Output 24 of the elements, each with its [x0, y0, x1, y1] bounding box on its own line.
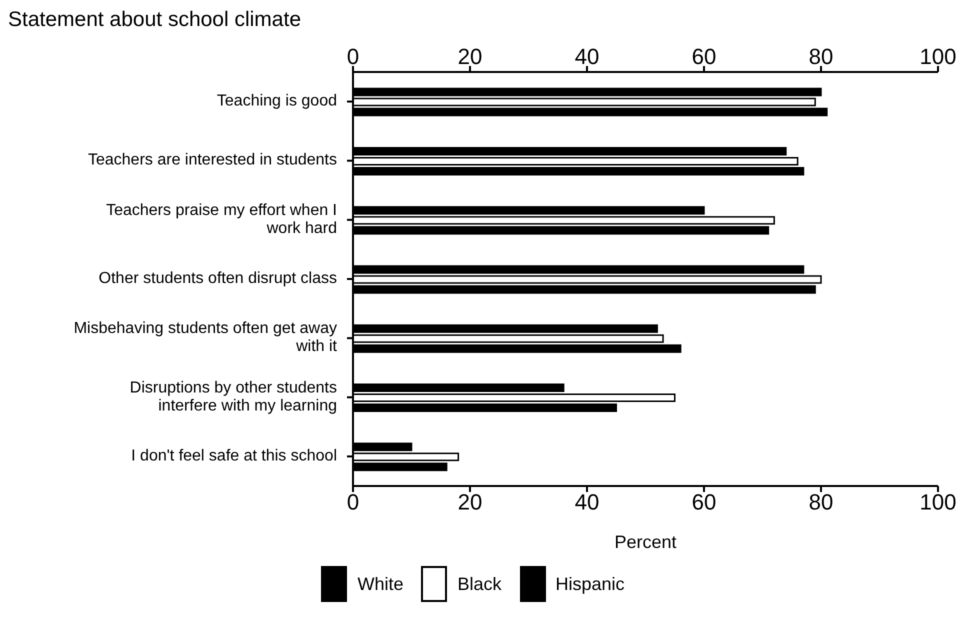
- x-tick-label: 40: [574, 44, 600, 69]
- x2-tick-label: 80: [808, 490, 834, 515]
- x2-tick-label: 40: [574, 490, 600, 515]
- x-tick-label: 60: [692, 44, 716, 69]
- text: Statement about school climate: [8, 8, 302, 32]
- x-tick-label: 20: [458, 44, 482, 69]
- x-tick-label: 80: [808, 44, 834, 69]
- legend-label: White: [357, 574, 404, 594]
- legend-label: Hispanic: [556, 574, 625, 594]
- y-tick-label: Misbehaving students often get away with it: [74, 320, 338, 356]
- y-tick-label: Teachers praise my effort when I work hard: [106, 202, 337, 238]
- y-tick-label: Teachers are interested in students: [88, 152, 337, 169]
- y-tick-label: Other students often disrupt class: [98, 270, 337, 288]
- x2-tick-label: 20: [458, 490, 482, 515]
- y-tick-label: Disruptions by other students interfere with my learning: [130, 380, 337, 415]
- y-tick-label: I don't feel safe at this school: [131, 448, 337, 465]
- x-tick-label: 0: [346, 44, 360, 69]
- x-axis-title: Percent: [614, 532, 677, 552]
- x2-tick-label: 100: [920, 490, 956, 515]
- legend-label: Black: [457, 574, 502, 594]
- x-tick-label: 100: [920, 44, 956, 69]
- x2-tick-label: 60: [692, 490, 716, 515]
- x2-tick-label: 0: [346, 490, 360, 515]
- y-tick-label: Teaching is good: [216, 92, 337, 110]
